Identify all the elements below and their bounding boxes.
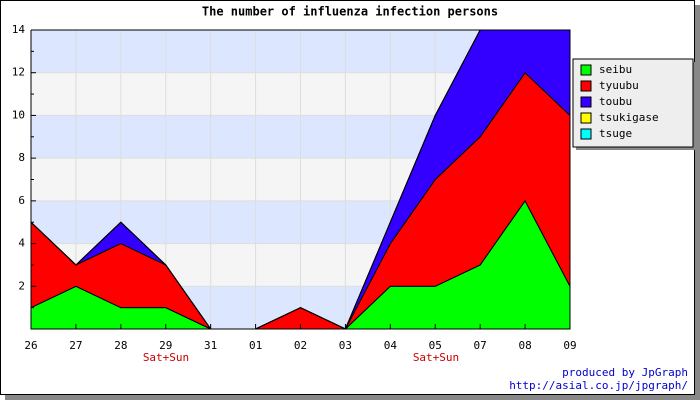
chart-title: The number of influenza infection person… <box>202 5 498 19</box>
x-tick-label: 09 <box>563 339 576 352</box>
x-tick-label: 05 <box>429 339 442 352</box>
legend-label: seibu <box>599 63 632 76</box>
legend-swatch <box>580 96 592 108</box>
x-tick-label: 01 <box>249 339 262 352</box>
x-tick-label: 28 <box>114 339 127 352</box>
x-tick-label: 07 <box>474 339 487 352</box>
x-tick-label: 02 <box>294 339 307 352</box>
legend-swatch <box>580 112 592 124</box>
legend-label: tsuge <box>599 127 632 140</box>
x-tick-label: 27 <box>69 339 82 352</box>
legend-label: tsukigase <box>599 111 659 124</box>
annotation: Sat+Sun <box>413 351 459 364</box>
y-tick-label: 10 <box>12 108 25 121</box>
legend-swatch <box>580 64 592 76</box>
x-tick-label: 08 <box>518 339 531 352</box>
y-tick-label: 8 <box>18 151 25 164</box>
x-tick-label: 04 <box>384 339 398 352</box>
y-tick-label: 4 <box>18 237 25 250</box>
x-tick-label: 31 <box>204 339 217 352</box>
legend-swatch <box>580 128 592 140</box>
legend-label: toubu <box>599 95 632 108</box>
x-tick-label: 03 <box>339 339 352 352</box>
y-tick-label: 14 <box>12 23 26 36</box>
legend <box>572 58 694 148</box>
x-tick-label: 29 <box>159 339 172 352</box>
footer: produced by JpGraph <box>562 366 688 379</box>
legend-label: tyuubu <box>599 79 639 92</box>
y-tick-label: 6 <box>18 194 25 207</box>
footer: http://asial.co.jp/jpgraph/ <box>509 379 688 392</box>
annotation: Sat+Sun <box>143 351 189 364</box>
legend-swatch <box>580 80 592 92</box>
y-tick-label: 2 <box>18 279 25 292</box>
y-tick-label: 12 <box>12 66 25 79</box>
x-tick-label: 26 <box>24 339 37 352</box>
